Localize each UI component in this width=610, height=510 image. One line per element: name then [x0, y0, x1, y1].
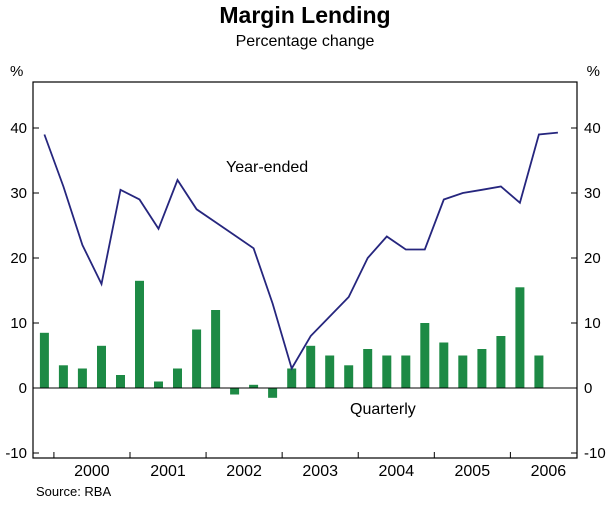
quarterly-bar [477, 349, 487, 388]
x-axis-year-label: 2003 [302, 463, 338, 480]
quarterly-bar [154, 381, 163, 388]
chart-title: Margin Lending [219, 2, 391, 28]
y-axis-label-left: 40 [10, 120, 27, 137]
y-axis-label-left: 20 [10, 250, 27, 267]
quarterly-bar [268, 388, 278, 398]
quarterly-bar [249, 384, 259, 389]
quarterly-bar [211, 310, 221, 388]
chart-subtitle: Percentage change [235, 33, 375, 50]
y-axis-label-right: 30 [584, 185, 601, 202]
quarterly-bar [420, 323, 430, 388]
chart-plot: -10 -10 0 0 10 10 20 20 30 30 40 40% % 2000 2001 2002 20… [5, 63, 606, 480]
quarterly-bar [325, 355, 335, 388]
quarterly-bar [439, 342, 449, 388]
y-axis-label-left: -10 [5, 445, 27, 462]
quarterly-bar [287, 368, 297, 388]
quarterly-bar [39, 332, 49, 389]
percent-label-left: % [10, 63, 23, 80]
quarterly-bar [97, 345, 106, 389]
quarterly-bar [344, 365, 354, 389]
quarterly-bar [382, 355, 392, 388]
quarterly-bar [534, 355, 544, 388]
y-axis-label-left: 0 [19, 380, 27, 397]
quarterly-bar [135, 280, 144, 389]
y-axis-label-left: 10 [10, 315, 27, 332]
y-axis-label-right: 10 [584, 315, 601, 332]
y-axis-label-right: 0 [584, 380, 592, 397]
y-axis-label-right: 40 [584, 120, 601, 137]
x-axis-year-label: 2001 [150, 463, 186, 480]
percent-label-right: % [587, 63, 600, 80]
quarterly-bar [230, 388, 240, 395]
y-axis-label-right: -10 [584, 445, 606, 462]
series-label-quarterly: Quarterly [350, 401, 416, 418]
x-axis-year-label: 2006 [531, 463, 567, 480]
source-note: Source: RBA [36, 484, 112, 499]
x-axis-year-label: 2004 [379, 463, 415, 480]
quarterly-bar [496, 336, 506, 388]
x-axis-year-label: 2005 [455, 463, 491, 480]
quarterly-bar [77, 368, 87, 388]
y-axis-label-right: 20 [584, 250, 601, 267]
y-axis-label-left: 30 [10, 185, 27, 202]
year-ended-line [43, 131, 558, 371]
plot-frame [32, 81, 578, 459]
quarterly-bar [192, 329, 202, 388]
x-axis-year-label: 2002 [226, 463, 262, 480]
quarterly-bar [458, 355, 468, 388]
quarterly-bar [58, 365, 68, 389]
quarterly-bar [363, 349, 373, 388]
quarterly-bar [116, 375, 125, 388]
x-axis-year-label: 2000 [74, 463, 110, 480]
series-label-year-ended: Year-ended [226, 159, 308, 176]
quarterly-bar [173, 368, 182, 388]
quarterly-bar [401, 355, 411, 388]
quarterly-bar [515, 287, 525, 389]
quarterly-bar [306, 345, 316, 389]
